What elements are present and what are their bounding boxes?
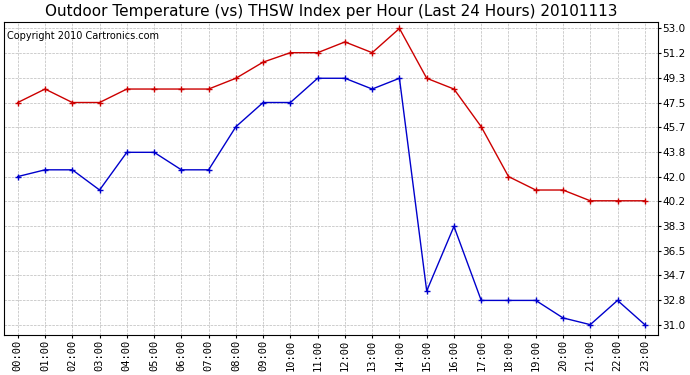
Title: Outdoor Temperature (vs) THSW Index per Hour (Last 24 Hours) 20101113: Outdoor Temperature (vs) THSW Index per … (45, 4, 618, 19)
Text: Copyright 2010 Cartronics.com: Copyright 2010 Cartronics.com (8, 31, 159, 41)
